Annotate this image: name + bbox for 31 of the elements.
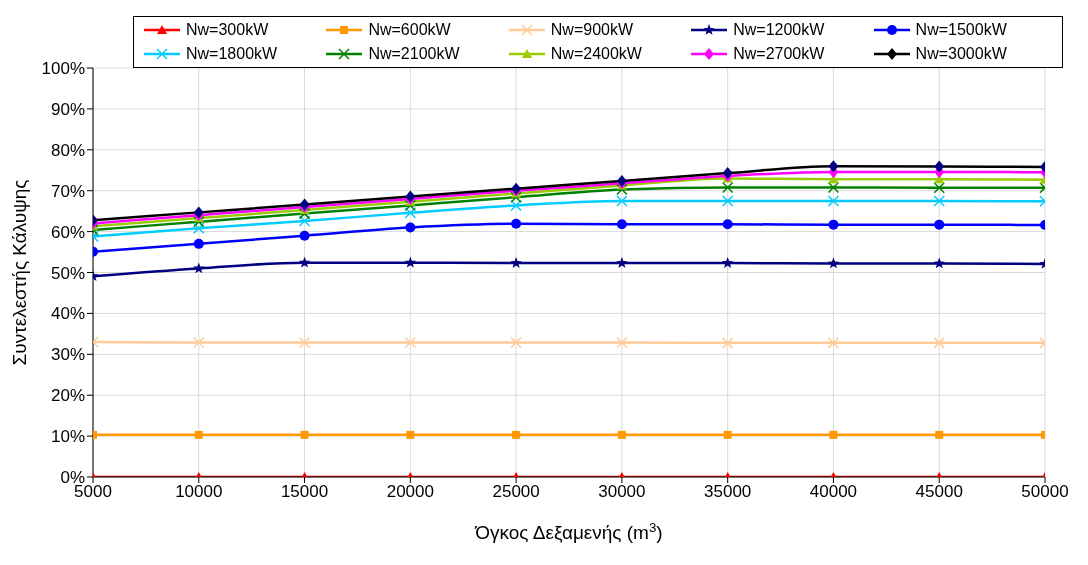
x-tick-label: 50000 [1021, 482, 1069, 502]
legend-label: Nw=2700kW [733, 45, 825, 63]
y-tick-label: 30% [50, 345, 85, 365]
y-tick-label: 20% [50, 386, 85, 406]
x-axis-title: Όγκος Δεξαμενής (m$^{3}$) [474, 519, 663, 543]
x-tick-label: 15000 [280, 482, 329, 502]
y-tick-label: 90% [50, 99, 85, 119]
legend-label: Nw=2400kW [550, 45, 642, 63]
x-tick-label: 35000 [704, 482, 752, 502]
legend-label: Nw=300kW [186, 21, 269, 39]
y-tick-label: 10% [50, 427, 85, 447]
y-tick-label: 80% [50, 140, 85, 160]
legend-label: Nw=600kW [368, 21, 451, 39]
y-tick-label: 100% [41, 59, 85, 79]
x-tick-label: 45000 [915, 482, 963, 502]
x-tick-label: 30000 [598, 482, 646, 502]
y-tick-label: 70% [50, 181, 85, 201]
legend-label: Nw=900kW [550, 21, 634, 39]
legend-label: Nw=3000kW [915, 45, 1007, 63]
y-tick-label: 60% [50, 222, 85, 242]
y-axis-title: Συντελεστής Κάλυψης [9, 179, 30, 366]
x-tick-label: 20000 [386, 482, 434, 502]
y-tick-label: 40% [50, 304, 85, 324]
legend-label: Nw=2100kW [368, 45, 460, 63]
legend-label: Nw=1800kW [186, 45, 278, 63]
legend-label: Nw=1200kW [733, 21, 825, 39]
y-tick-label: 50% [50, 263, 85, 283]
x-tick-label: 25000 [492, 482, 540, 502]
legend-label: Nw=1500kW [915, 21, 1007, 39]
x-tick-label: 40000 [809, 482, 858, 502]
x-tick-label: 10000 [175, 482, 223, 502]
